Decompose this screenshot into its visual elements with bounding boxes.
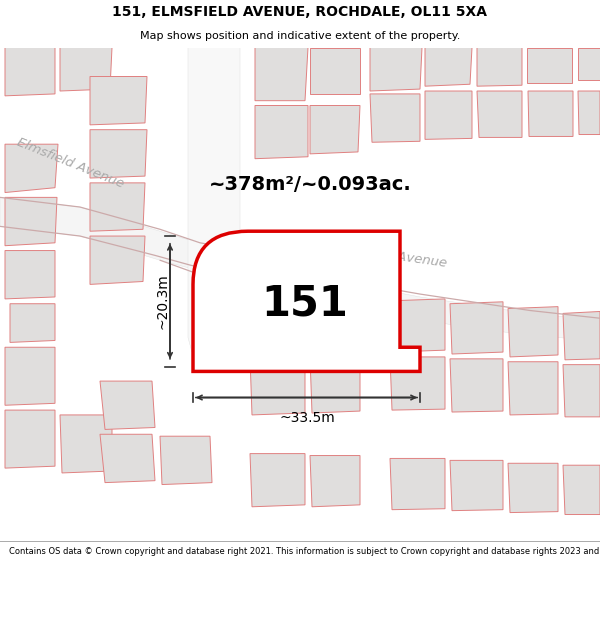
Text: ~378m²/~0.093ac.: ~378m²/~0.093ac. — [209, 175, 412, 194]
Polygon shape — [390, 357, 445, 410]
Text: Map shows position and indicative extent of the property.: Map shows position and indicative extent… — [140, 31, 460, 41]
Text: Elmsfield Avenue: Elmsfield Avenue — [14, 136, 125, 191]
Polygon shape — [528, 91, 573, 136]
Text: ~20.3m: ~20.3m — [155, 274, 169, 329]
Polygon shape — [425, 91, 472, 139]
Polygon shape — [390, 459, 445, 509]
Polygon shape — [477, 91, 522, 138]
Polygon shape — [5, 144, 58, 192]
Polygon shape — [370, 48, 422, 91]
Polygon shape — [90, 236, 145, 284]
Polygon shape — [250, 357, 305, 415]
Polygon shape — [563, 364, 600, 417]
Polygon shape — [5, 198, 57, 246]
Polygon shape — [255, 106, 308, 159]
Text: Contains OS data © Crown copyright and database right 2021. This information is : Contains OS data © Crown copyright and d… — [9, 546, 600, 556]
Polygon shape — [508, 463, 558, 512]
Polygon shape — [310, 357, 360, 413]
Polygon shape — [578, 48, 600, 81]
Polygon shape — [527, 48, 572, 83]
Polygon shape — [0, 198, 600, 341]
Polygon shape — [563, 465, 600, 514]
Polygon shape — [450, 359, 503, 412]
Polygon shape — [508, 307, 558, 357]
Polygon shape — [90, 76, 147, 125]
Polygon shape — [5, 410, 55, 468]
Polygon shape — [370, 94, 420, 142]
Polygon shape — [390, 299, 445, 352]
Polygon shape — [100, 381, 155, 429]
Polygon shape — [578, 91, 600, 134]
Polygon shape — [508, 362, 558, 415]
Text: 151: 151 — [262, 282, 349, 325]
Polygon shape — [310, 456, 360, 507]
Polygon shape — [5, 251, 55, 299]
Text: ~33.5m: ~33.5m — [279, 411, 335, 425]
Polygon shape — [450, 302, 503, 354]
Polygon shape — [425, 48, 472, 86]
Polygon shape — [60, 48, 112, 91]
Polygon shape — [563, 311, 600, 360]
Polygon shape — [188, 48, 240, 367]
Polygon shape — [5, 48, 55, 96]
Polygon shape — [310, 48, 360, 94]
Polygon shape — [250, 454, 305, 507]
Polygon shape — [90, 129, 147, 178]
PathPatch shape — [193, 231, 420, 371]
Text: Elmsfield Avenue: Elmsfield Avenue — [332, 241, 448, 270]
Polygon shape — [100, 434, 155, 482]
Polygon shape — [255, 48, 308, 101]
Polygon shape — [450, 461, 503, 511]
Polygon shape — [60, 415, 112, 473]
Text: 151, ELMSFIELD AVENUE, ROCHDALE, OL11 5XA: 151, ELMSFIELD AVENUE, ROCHDALE, OL11 5X… — [113, 5, 487, 19]
Polygon shape — [310, 106, 360, 154]
Polygon shape — [477, 48, 522, 86]
Polygon shape — [5, 348, 55, 405]
Polygon shape — [160, 436, 212, 484]
Polygon shape — [230, 270, 290, 318]
Text: Middle Field: Middle Field — [209, 246, 221, 313]
Polygon shape — [10, 304, 55, 343]
Polygon shape — [90, 183, 145, 231]
